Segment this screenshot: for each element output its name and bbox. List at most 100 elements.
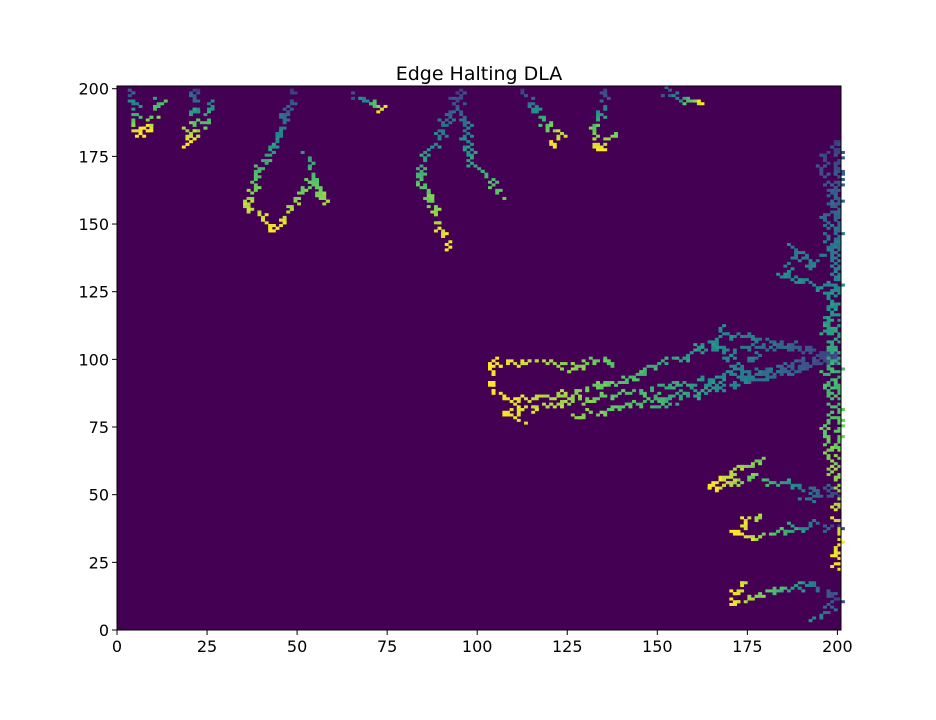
dla-cell <box>419 186 424 190</box>
dla-cell <box>433 221 438 225</box>
dla-cell <box>758 459 763 463</box>
dla-cell <box>797 486 802 490</box>
dla-cell <box>491 381 496 385</box>
dla-cell <box>430 145 435 149</box>
dla-cell <box>498 188 503 192</box>
dla-cell <box>797 370 802 374</box>
dla-cell <box>614 394 618 398</box>
dla-cell <box>826 437 831 441</box>
dla-cell <box>768 481 773 485</box>
y-tick-label: 100 <box>78 350 109 369</box>
dla-cell <box>826 527 831 531</box>
dla-cell <box>423 196 428 200</box>
dla-cell <box>470 161 474 165</box>
dla-cell <box>822 324 827 328</box>
dla-cell <box>801 256 806 260</box>
dla-cell <box>768 375 773 379</box>
dla-cell <box>801 364 806 368</box>
dla-cell <box>826 611 831 615</box>
dla-cell <box>815 259 820 263</box>
dla-cell <box>826 316 831 320</box>
dla-cell <box>135 113 139 117</box>
dla-cell <box>372 102 377 106</box>
dla-cell <box>837 278 842 282</box>
dla-cell <box>513 402 518 406</box>
dla-cell <box>837 597 842 601</box>
dla-cell <box>826 362 831 366</box>
dla-cell <box>138 132 143 136</box>
dla-cell <box>462 102 467 106</box>
x-tick-label: 200 <box>822 637 853 656</box>
dla-cell <box>833 491 838 495</box>
dla-cell <box>531 397 536 401</box>
dla-cell <box>498 364 503 368</box>
dla-cell <box>815 589 820 593</box>
dla-cell <box>826 321 831 325</box>
dla-cell <box>682 391 687 395</box>
dla-cell <box>628 405 633 409</box>
dla-cell <box>207 110 211 114</box>
dla-cell <box>149 123 154 127</box>
dla-cell <box>718 375 723 379</box>
dla-cell <box>426 194 431 198</box>
dla-cell <box>747 381 752 385</box>
dla-cell <box>700 378 705 382</box>
dla-cell <box>275 132 280 136</box>
dla-cell <box>750 378 755 382</box>
dla-cell <box>664 399 669 403</box>
dla-cell <box>826 221 831 225</box>
dla-cell <box>437 207 442 211</box>
dla-cell <box>603 413 608 417</box>
dla-cell <box>246 207 251 211</box>
dla-cell <box>837 148 842 152</box>
dla-cell <box>624 402 629 406</box>
dla-cell <box>675 383 680 387</box>
dla-cell <box>451 102 456 106</box>
dla-cell <box>592 123 597 127</box>
dla-cell <box>470 134 474 138</box>
dla-cell <box>689 386 694 390</box>
dla-cell <box>419 175 424 179</box>
x-tick-label: 100 <box>462 637 493 656</box>
dla-cell <box>826 435 831 439</box>
dla-cell <box>599 383 604 387</box>
dla-cell <box>822 486 827 490</box>
dla-cell <box>790 529 795 533</box>
dla-cell <box>520 91 525 95</box>
dla-cell <box>433 213 438 217</box>
dla-cell <box>801 362 806 366</box>
y-tick-label: 0 <box>99 621 109 640</box>
dla-cell <box>772 586 777 590</box>
dla-cell <box>732 367 737 371</box>
dla-cell <box>257 186 262 190</box>
dla-cell <box>822 253 827 257</box>
dla-cell <box>779 527 784 531</box>
dla-cell <box>192 99 197 103</box>
dla-cell <box>768 589 773 593</box>
dla-cell <box>534 405 539 409</box>
dla-cell <box>275 226 280 230</box>
dla-cell <box>837 159 842 163</box>
dla-cell <box>304 188 309 192</box>
dla-cell <box>837 448 842 452</box>
dla-cell <box>603 383 608 387</box>
dla-cell <box>783 275 788 279</box>
dla-cell <box>311 175 316 179</box>
dla-cell <box>646 397 651 401</box>
dla-cell <box>617 408 622 412</box>
dla-cell <box>812 616 817 620</box>
dla-cell <box>833 240 838 244</box>
dla-cell <box>826 421 831 425</box>
dla-cell <box>700 345 705 349</box>
dla-cell <box>794 251 799 255</box>
dla-cell <box>837 416 842 420</box>
dla-cell <box>462 145 467 149</box>
dla-cell <box>210 104 215 108</box>
dla-cell <box>556 364 561 368</box>
dla-cell <box>437 118 442 122</box>
dla-cell <box>743 524 748 528</box>
dla-cell <box>624 381 629 385</box>
x-tick-label: 150 <box>642 637 673 656</box>
dla-cell <box>289 207 294 211</box>
dla-cell <box>804 253 809 257</box>
